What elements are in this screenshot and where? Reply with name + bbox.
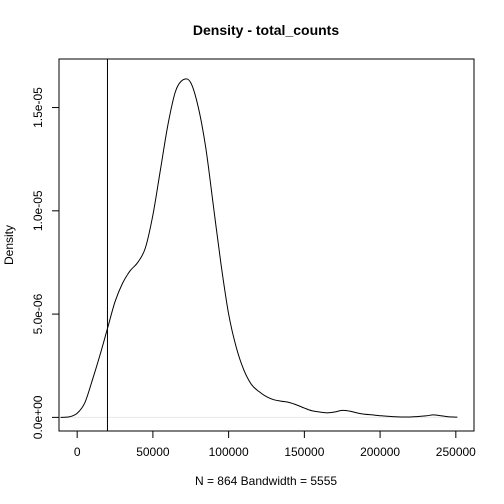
x-axis: 0 50000 100000 150000 200000 250000 xyxy=(74,430,476,459)
x-tick-label: 50000 xyxy=(136,445,170,459)
y-tick-label: 1.5e-05 xyxy=(31,87,45,128)
density-curve xyxy=(60,78,458,418)
chart-title: Density - total_counts xyxy=(193,22,339,38)
x-tick-label: 250000 xyxy=(436,445,476,459)
y-axis-label: Density xyxy=(2,225,16,265)
plot-frame xyxy=(58,58,475,432)
y-tick-label: 1.0e-05 xyxy=(31,190,45,231)
x-tick-label: 200000 xyxy=(360,445,400,459)
x-tick-label: 0 xyxy=(74,445,81,459)
plot-area xyxy=(60,59,458,431)
x-tick-label: 100000 xyxy=(209,445,249,459)
y-tick-label: 5.0e-06 xyxy=(31,293,45,334)
y-axis: 0.0e+00 5.0e-06 1.0e-05 1.5e-05 xyxy=(31,87,60,439)
y-tick-label: 0.0e+00 xyxy=(31,395,45,439)
x-tick-label: 150000 xyxy=(284,445,324,459)
x-axis-label: N = 864 Bandwidth = 5555 xyxy=(195,474,337,488)
